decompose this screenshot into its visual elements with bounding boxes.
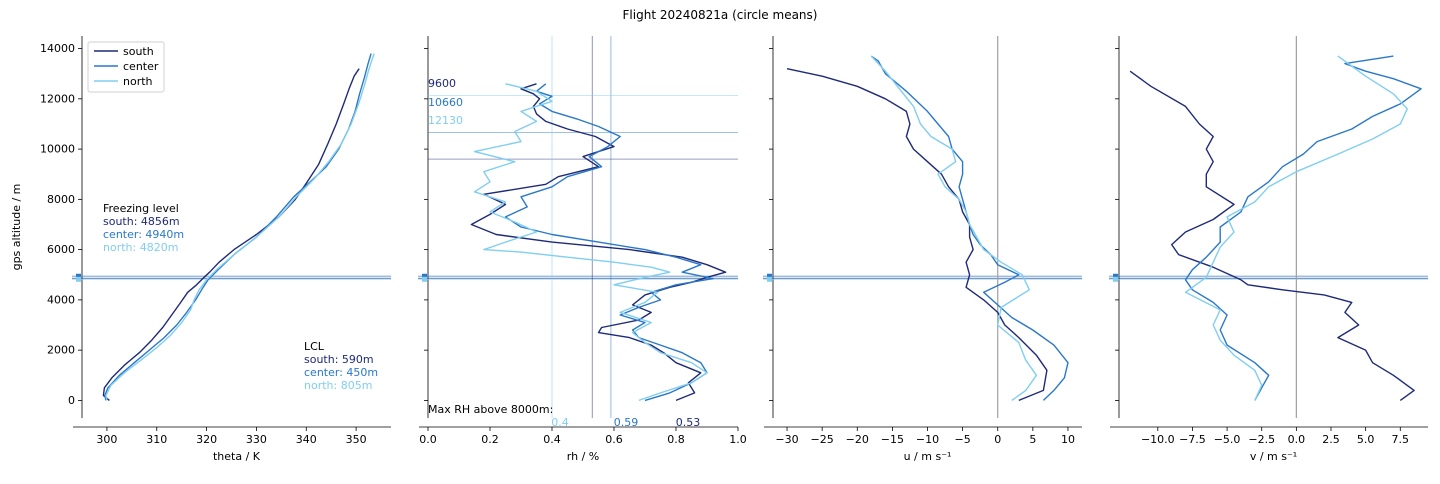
max-rh-value-center: 0.59 xyxy=(614,416,639,429)
y-tick-label: 10000 xyxy=(40,143,75,156)
x-tick-label: 2.5 xyxy=(1322,433,1340,446)
freezing-level-marker-north xyxy=(422,276,427,282)
legend-label-south: south xyxy=(123,45,154,58)
y-tick-label: 0 xyxy=(68,394,75,407)
x-axis-label: theta / K xyxy=(213,450,261,463)
x-tick-label: −20 xyxy=(846,433,869,446)
series-line-south xyxy=(102,68,360,401)
freezing-level-title: Freezing level xyxy=(103,202,179,215)
series-line-south xyxy=(1129,70,1415,401)
x-tick-label: 0.0 xyxy=(419,433,437,446)
x-tick-label: −7.5 xyxy=(1179,433,1206,446)
x-tick-label: 0.8 xyxy=(667,433,685,446)
panel-rh: 0.0 0.2 0.4 0.6 0.8 1.0 rh / % 9600 10660 12130 Ma… xyxy=(418,36,747,463)
legend-box xyxy=(87,41,165,93)
x-axis-label: v / m s⁻¹ xyxy=(1250,450,1297,463)
x-tick-label: −30 xyxy=(775,433,798,446)
legend-label-north: north xyxy=(123,75,153,88)
y-tick-label: 2000 xyxy=(47,344,75,357)
y-tick-label: 14000 xyxy=(40,42,75,55)
max-rh-value-south: 0.53 xyxy=(676,416,701,429)
x-tick-label: 310 xyxy=(146,433,167,446)
x-tick-label: 0.6 xyxy=(605,433,623,446)
lcl-south: south: 590m xyxy=(304,353,374,366)
x-tick-label: −10 xyxy=(916,433,939,446)
freezing-level-marker-center xyxy=(422,273,427,279)
series-line-south xyxy=(786,68,1048,402)
freezing-level-south: south: 4856m xyxy=(103,215,180,228)
x-tick-label: 0.4 xyxy=(543,433,561,446)
x-tick-label: −5.0 xyxy=(1214,433,1241,446)
panel-theta: 0 2000 4000 6000 8000 10000 12000 14000 300 310 32… xyxy=(10,36,391,463)
x-tick-label: −2.5 xyxy=(1248,433,1275,446)
freezing-level-marker-north xyxy=(76,276,81,282)
freezing-level-marker-center xyxy=(1113,273,1118,279)
panel-u: −30 −25 −20 −15 −10 −5 0 5 10 u / m s⁻¹ xyxy=(763,36,1082,463)
y-tick-label: 6000 xyxy=(47,243,75,256)
figure-title: Flight 20240821a (circle means) xyxy=(622,8,818,22)
series-line-north xyxy=(105,53,375,401)
max-rh-value-north: 0.4 xyxy=(551,416,569,429)
x-tick-label: 350 xyxy=(346,433,367,446)
x-tick-label: −5 xyxy=(955,433,971,446)
x-axis-label: u / m s⁻¹ xyxy=(904,450,952,463)
y-tick-label: 8000 xyxy=(47,193,75,206)
lcl-north: north: 805m xyxy=(304,379,372,392)
x-tick-label: 5.0 xyxy=(1357,433,1375,446)
max-rh-height-center: 10660 xyxy=(428,96,463,109)
freezing-level-marker-center xyxy=(76,273,81,279)
max-rh-height-south: 9600 xyxy=(428,77,456,90)
x-tick-label: 10 xyxy=(1061,433,1075,446)
max-rh-height-north: 12130 xyxy=(428,114,463,127)
series-line-north xyxy=(1184,55,1408,401)
x-tick-label: 330 xyxy=(246,433,267,446)
x-tick-label: −10.0 xyxy=(1141,433,1175,446)
freezing-level-marker-center xyxy=(767,273,772,279)
x-tick-label: 0.0 xyxy=(1288,433,1306,446)
freezing-level-marker-north xyxy=(767,276,772,282)
series-line-center xyxy=(870,55,1069,401)
y-axis-label: gps altitude / m xyxy=(10,184,23,271)
series-line-north xyxy=(870,55,1038,401)
x-tick-label: 0.2 xyxy=(481,433,499,446)
freezing-level-center: center: 4940m xyxy=(103,228,184,241)
y-tick-label: 4000 xyxy=(47,293,75,306)
lcl-title: LCL xyxy=(304,340,325,353)
x-tick-label: 7.5 xyxy=(1392,433,1410,446)
lcl-center: center: 450m xyxy=(304,366,378,379)
freezing-level-marker-north xyxy=(1113,276,1118,282)
x-tick-label: 0 xyxy=(994,433,1001,446)
series-line-south xyxy=(470,83,727,402)
x-tick-label: −15 xyxy=(881,433,904,446)
series-line-center xyxy=(1184,55,1422,401)
y-tick-label: 12000 xyxy=(40,92,75,105)
x-tick-label: 5 xyxy=(1029,433,1036,446)
freezing-level-north: north: 4820m xyxy=(103,241,178,254)
series-line-north xyxy=(473,83,708,402)
legend: south center north xyxy=(87,41,165,93)
x-axis-label: rh / % xyxy=(567,450,599,463)
panel-v: −10.0 −7.5 −5.0 −2.5 0.0 2.5 5.0 7.5 v / m s⁻¹ xyxy=(1109,36,1428,463)
max-rh-title: Max RH above 8000m: xyxy=(428,403,553,416)
x-tick-label: 320 xyxy=(196,433,217,446)
x-tick-label: −25 xyxy=(811,433,834,446)
x-tick-label: 1.0 xyxy=(729,433,747,446)
x-tick-label: 340 xyxy=(296,433,317,446)
x-tick-label: 300 xyxy=(96,433,117,446)
legend-label-center: center xyxy=(123,60,159,73)
series-line-center xyxy=(504,83,714,402)
